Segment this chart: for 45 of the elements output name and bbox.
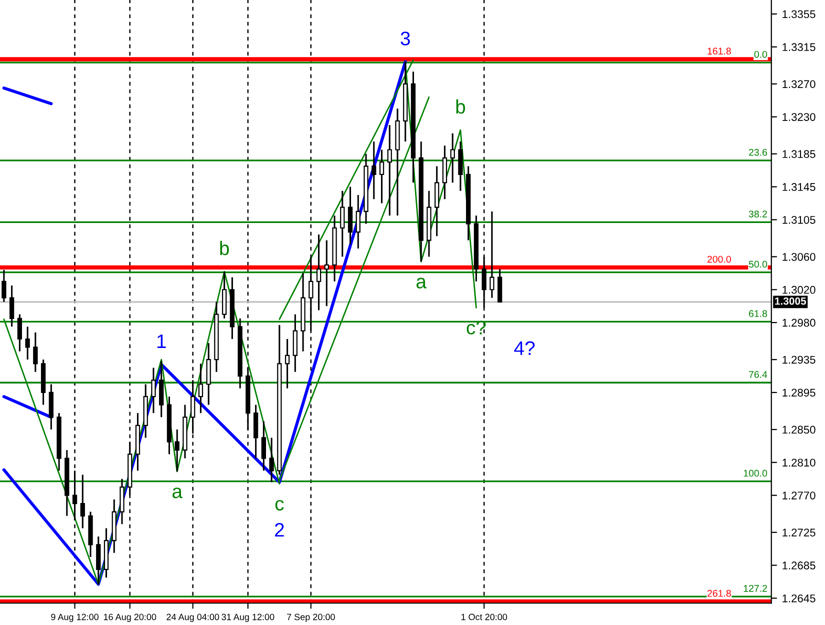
y-tick-label: 1.3020 (782, 286, 816, 294)
y-tick-label: 1.2895 (782, 388, 816, 397)
y-tick-label: 1.3060 (782, 252, 816, 261)
annotation: 50.0 (748, 260, 768, 268)
x-tick-label: 24 Aug 04:00 (166, 614, 220, 622)
y-tick-label: 1.2685 (782, 562, 816, 570)
annotation: b (220, 240, 229, 256)
ref-line-label: 1.3005 (775, 297, 806, 305)
annotation: 161.8 (708, 48, 731, 55)
y-tick-label: 1.2810 (782, 458, 816, 467)
annotation: 3 (400, 32, 410, 46)
x-tick-label: 9 Aug 12:00 (51, 614, 99, 622)
x-tick-label: 7 Sep 20:00 (287, 614, 335, 622)
y-tick-label: 1.3145 (782, 183, 816, 191)
annotation: c (275, 500, 284, 511)
annotation: 100.0 (744, 470, 768, 477)
y-tick-label: 1.3270 (782, 80, 816, 88)
annotation: 76.4 (749, 371, 768, 378)
annotation: 1 (157, 334, 166, 348)
y-tick-label: 1.2935 (782, 356, 816, 364)
annotation: b (456, 99, 466, 114)
annotation: 38.2 (748, 210, 767, 218)
annotation: 127.2 (744, 584, 767, 592)
annotation: 261.8 (707, 590, 731, 597)
y-tick-label: 1.3315 (782, 43, 816, 52)
y-tick-label: 1.2770 (782, 492, 816, 500)
annotation: 200.0 (707, 256, 731, 263)
y-tick-label: 1.2645 (782, 594, 816, 602)
annotation: 4? (514, 341, 535, 355)
x-tick-label: 1 Oct 20:00 (461, 614, 508, 620)
y-tick-label: 1.2980 (782, 318, 816, 327)
y-tick-label: 1.3185 (782, 150, 816, 158)
annotation: a (172, 488, 183, 498)
y-tick-label: 1.3355 (782, 10, 816, 18)
annotation: 23.6 (749, 148, 768, 156)
y-tick-label: 1.2725 (782, 528, 816, 536)
y-tick-label: 1.3105 (782, 216, 816, 224)
x-tick-label: 16 Aug 20:00 (104, 614, 156, 622)
y-tick-label: 1.2850 (782, 426, 816, 434)
annotation: 0.0 (754, 50, 768, 58)
x-tick-label: 31 Aug 12:00 (222, 614, 274, 622)
annotation: 2 (275, 522, 284, 537)
y-tick-label: 1.3230 (782, 113, 816, 121)
annotation: 61.8 (749, 310, 768, 318)
annotation: a (416, 278, 427, 288)
